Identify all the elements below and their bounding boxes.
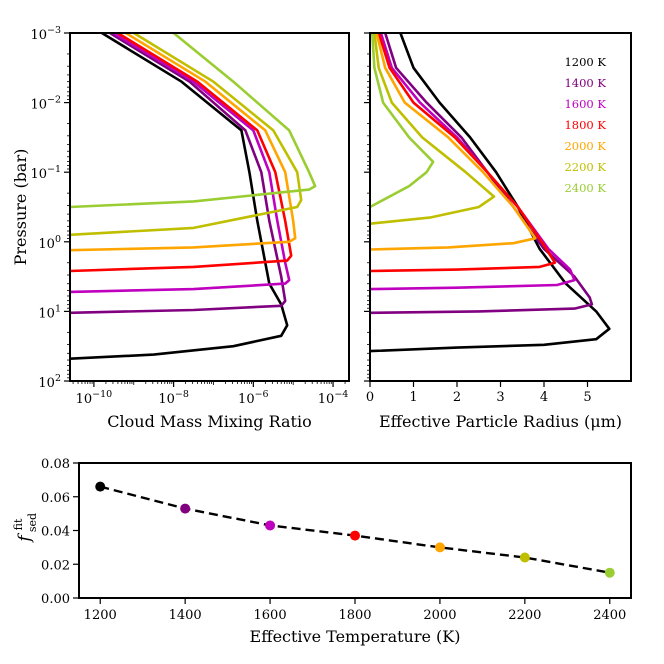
mixing-ratio-line-2400-k [69, 31, 317, 209]
fsed-xtick-label: 1800 [338, 608, 371, 623]
particle-radius-line-2200-k [369, 32, 496, 225]
fsed-ytick-label: 0.06 [41, 491, 70, 506]
particle-radius-xtick-label: 3 [496, 390, 504, 405]
legend-entry-1200-k: 1200 K [564, 55, 606, 69]
particle-radius-line-1200-k [369, 32, 611, 353]
fsed-ytick-label: 0.08 [41, 457, 70, 472]
mixing-ratio-ytick-label: 102 [38, 373, 61, 391]
particle-radius-panel: 0 1 2 3 4 5 Effective Particle Radius (μm) 1200… [364, 32, 632, 431]
fsed-xtick-label: 1600 [254, 608, 287, 623]
fsed-ylabel-main: f [15, 533, 35, 544]
mixing-ratio-ytick-label: 10−1 [30, 164, 61, 182]
fsed-xtick-label: 1200 [84, 608, 117, 623]
particle-radius-xtick-label: 4 [540, 390, 548, 405]
particle-radius-line-2000-k [369, 32, 537, 251]
mixing-ratio-xtick-label: 10−4 [318, 389, 349, 407]
mixing-ratio-xlabel: Cloud Mass Mixing Ratio [107, 412, 311, 431]
particle-radius-line-1800-k [369, 32, 557, 273]
fsed-frame [78, 462, 632, 599]
particle-radius-series-group [369, 32, 611, 353]
legend-entry-2200-k: 2200 K [564, 160, 606, 174]
fsed-xlabel: Effective Temperature (K) [250, 627, 461, 646]
mixing-ratio-line-1200-k [69, 31, 289, 360]
particle-radius-xlabel: Effective Particle Radius (μm) [379, 412, 622, 431]
fsed-panel: 0.00 0.02 0.04 0.06 0.08 1200 1400 1600 1800 2000… [12, 457, 632, 646]
legend-entry-1800-k: 1800 K [564, 118, 606, 132]
mixing-ratio-xtick-label: 10−10 [76, 389, 113, 407]
mixing-ratio-ytick-label: 10−2 [30, 95, 61, 113]
legend-entry-2000-k: 2000 K [564, 139, 606, 153]
particle-radius-xtick-label: 5 [583, 390, 591, 405]
fsed-ylabel-sub: sed [26, 513, 39, 532]
legend-entry-2400-k: 2400 K [564, 181, 606, 195]
mixing-ratio-line-2200-k [69, 31, 303, 237]
fsed-dashed-line [99, 485, 611, 574]
mixing-ratio-xtick-label: 10−8 [158, 389, 189, 407]
mixing-ratio-ytick-label: 10−3 [30, 25, 61, 43]
particle-radius-line-1400-k [369, 32, 594, 315]
legend-entry-1400-k: 1400 K [564, 76, 606, 90]
fsed-point-2000 [434, 542, 445, 553]
pressure-ylabel: Pressure (bar) [11, 149, 30, 266]
mixing-ratio-line-1400-k [69, 31, 287, 315]
mixing-ratio-ytick-label: 101 [38, 303, 61, 321]
fsed-point-1600 [265, 520, 276, 531]
fsed-xtick-label: 2400 [593, 608, 626, 623]
particle-radius-xtick-label: 2 [453, 390, 461, 405]
fsed-xtick-label: 1400 [169, 608, 202, 623]
fsed-ytick-label: 0.02 [41, 558, 70, 573]
fsed-point-1400 [180, 503, 191, 514]
particle-radius-xtick-label: 1 [409, 390, 417, 405]
fsed-point-2200 [519, 552, 530, 563]
mixing-ratio-ytick-label: 100 [38, 234, 61, 252]
fsed-ylabel-sup: fit [12, 518, 25, 530]
fsed-xtick-label: 2000 [423, 608, 456, 623]
fsed-point-2400 [604, 567, 615, 578]
fsed-ytick-label: 0.04 [41, 525, 70, 540]
mixing-ratio-line-1800-k [69, 31, 293, 273]
fsed-ytick-label: 0.00 [41, 592, 70, 607]
fsed-ylabel: f fit sed [12, 513, 39, 544]
fsed-point-1800 [350, 530, 360, 541]
fsed-point-1200 [95, 481, 106, 492]
mixing-ratio-line-2000-k [69, 31, 297, 252]
mixing-ratio-xtick-label: 10−6 [238, 389, 269, 407]
legend: 1200 K 1400 K 1600 K 1800 K 2000 K 2200 K 2400… [564, 55, 606, 195]
particle-radius-line-2400-k [369, 32, 435, 209]
mixing-ratio-series-group [69, 31, 317, 360]
legend-entry-1600-k: 1600 K [564, 97, 606, 111]
particle-radius-xtick-label: 0 [366, 390, 374, 405]
fsed-xtick-label: 2200 [508, 608, 541, 623]
mixing-ratio-panel: 10−3 10−2 10−1 100 101 102 10−10 10−8 10−6 10−4 Cl… [11, 25, 350, 431]
